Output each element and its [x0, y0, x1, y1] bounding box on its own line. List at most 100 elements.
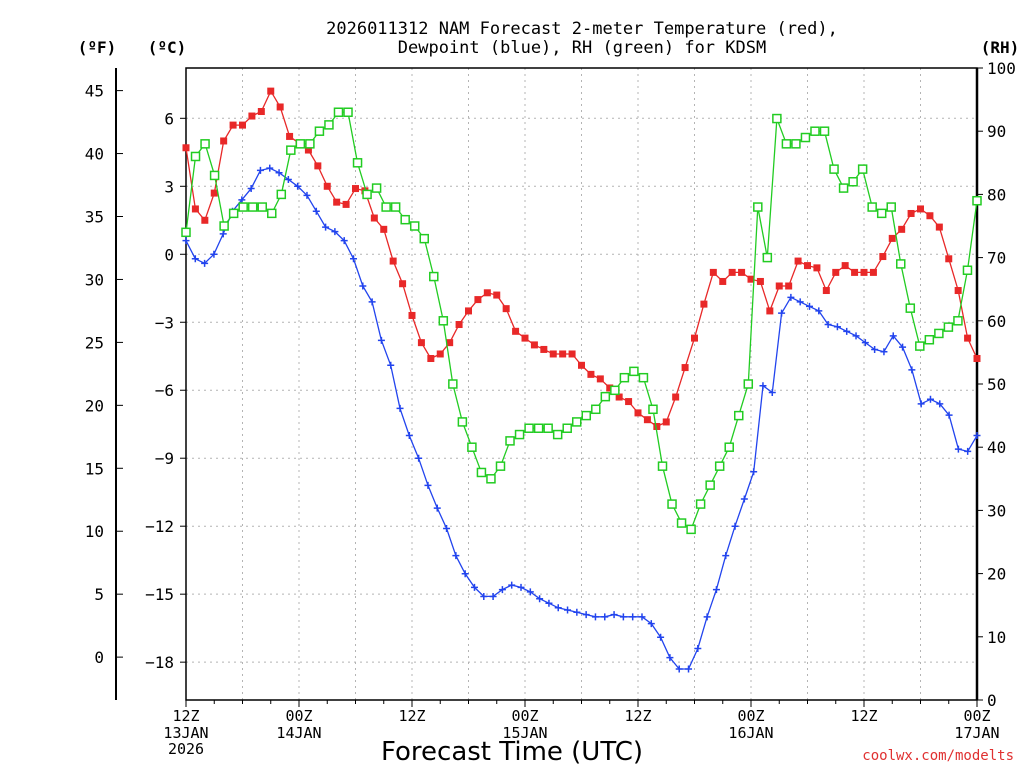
data-point: [838, 183, 849, 193]
data-point: [787, 293, 795, 301]
data-point: [286, 132, 294, 140]
data-point: [400, 214, 410, 225]
fahrenheit-tick-label: 40: [85, 145, 104, 164]
series-line: [185, 167, 978, 670]
data-point: [415, 454, 423, 462]
data-point: [405, 432, 413, 440]
data-point: [712, 586, 720, 594]
data-point: [606, 384, 614, 392]
time-tick-label: 00Z: [285, 707, 312, 725]
data-point: [805, 302, 813, 310]
data-point: [709, 268, 717, 276]
data-point: [446, 339, 454, 347]
data-point: [340, 237, 348, 245]
data-point: [728, 268, 736, 276]
data-point: [312, 207, 320, 215]
data-point: [762, 252, 773, 263]
time-tick-date: 14JAN: [276, 724, 321, 742]
data-point: [796, 298, 804, 306]
rh-tick-label: 0: [987, 691, 997, 710]
celsius-axis-ticks: 6 3 0 −3 −6 −9 −12 −15 −18: [145, 109, 186, 672]
data-point: [781, 139, 792, 149]
data-point: [733, 410, 744, 421]
data-point: [766, 307, 774, 315]
data-point: [323, 182, 331, 190]
data-point: [461, 570, 469, 578]
data-point: [917, 400, 925, 408]
data-point: [662, 418, 670, 426]
data-point: [634, 409, 642, 417]
celsius-tick-label: 3: [164, 177, 174, 196]
data-point: [543, 423, 553, 433]
data-point: [322, 223, 330, 231]
data-point: [647, 620, 655, 628]
data-point: [266, 164, 274, 172]
data-point: [571, 417, 582, 427]
data-point: [387, 361, 395, 369]
data-point: [368, 298, 376, 306]
data-point: [554, 604, 562, 612]
data-point: [700, 300, 708, 308]
time-tick-label: 12Z: [850, 707, 877, 725]
data-point: [210, 250, 218, 258]
data-point: [703, 613, 711, 621]
data-point: [305, 139, 315, 149]
data-point: [860, 268, 868, 276]
data-point: [596, 375, 604, 383]
data-point: [191, 255, 199, 263]
fahrenheit-tick-label: 45: [85, 82, 104, 101]
data-point: [209, 170, 220, 181]
data-point: [540, 345, 548, 353]
celsius-tick-label: 6: [164, 109, 174, 128]
data-point: [247, 185, 255, 193]
time-tick-date: 13JAN: [163, 724, 208, 742]
data-point: [672, 393, 680, 401]
data-point: [201, 259, 209, 267]
data-point: [238, 202, 248, 212]
rh-tick-label: 80: [987, 185, 1006, 204]
data-point: [945, 411, 953, 419]
data-point: [756, 277, 764, 285]
time-tick-label: 12Z: [624, 707, 651, 725]
data-point: [483, 289, 491, 297]
data-point: [824, 321, 832, 329]
data-point: [457, 417, 468, 427]
data-point: [926, 212, 934, 220]
data-point: [857, 164, 868, 174]
data-point: [295, 139, 306, 149]
data-point: [427, 355, 435, 363]
data-point: [731, 522, 739, 530]
data-point: [190, 151, 201, 162]
data-point: [747, 275, 755, 283]
data-point: [800, 132, 811, 143]
time-tick-label: 00Z: [511, 707, 538, 725]
rh-unit-label: (RH): [981, 38, 1020, 57]
data-point: [615, 393, 623, 401]
data-point: [350, 255, 358, 263]
data-point: [396, 404, 404, 412]
rh-tick-label: 40: [987, 438, 1006, 457]
data-point: [934, 328, 944, 339]
data-point: [889, 332, 897, 340]
data-point: [276, 103, 284, 111]
time-tick-label: 12Z: [398, 707, 425, 725]
data-point: [181, 227, 191, 238]
chart-title-line2: Dewpoint (blue), RH (green) for KDSM: [398, 38, 766, 58]
data-point: [676, 518, 687, 528]
data-point: [390, 202, 401, 212]
data-point: [643, 416, 651, 424]
data-point: [954, 445, 962, 453]
data-point: [182, 144, 190, 152]
data-point: [876, 208, 887, 219]
data-point: [333, 198, 341, 206]
data-point: [694, 645, 702, 653]
data-point: [314, 126, 325, 136]
data-point: [380, 225, 388, 233]
data-point: [284, 175, 292, 183]
data-point: [813, 264, 821, 272]
data-point: [924, 335, 935, 345]
data-point: [888, 234, 896, 242]
data-point: [267, 208, 277, 219]
